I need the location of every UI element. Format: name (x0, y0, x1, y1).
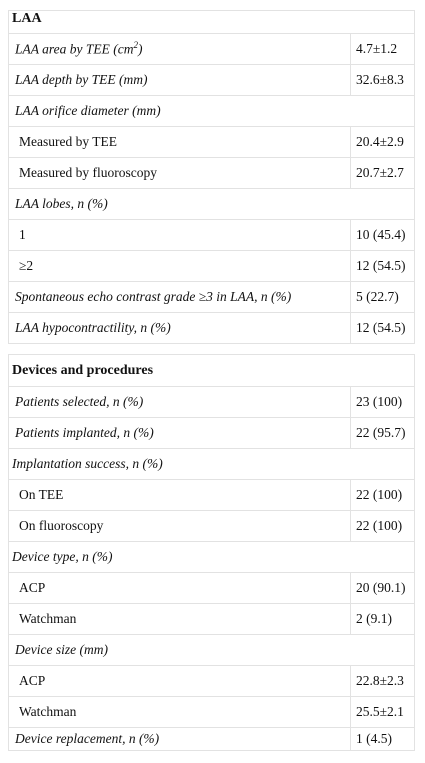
row: LAA depth by TEE (mm) 32.6±8.3 (8, 64, 415, 96)
label-superscript: 2 (133, 40, 138, 51)
row-label: Device size (mm) (8, 634, 415, 666)
row: 1 10 (45.4) (8, 219, 415, 251)
row: Patients implanted, n (%) 22 (95.7) (8, 417, 415, 449)
row: LAA hypocontractility, n (%) 12 (54.5) (8, 312, 415, 344)
row: Implantation success, n (%) (8, 448, 415, 480)
row-value: 1 (4.5) (350, 727, 415, 751)
label-text: LAA area by TEE (cm (15, 41, 134, 57)
row: Spontaneous echo contrast grade ≥3 in LA… (8, 281, 415, 313)
row-label: LAA depth by TEE (mm) (8, 64, 351, 96)
row: LAA lobes, n (%) (8, 188, 415, 220)
section-title: Devices and procedures (8, 354, 415, 387)
row-label: ACP (8, 665, 351, 697)
row-label: On fluoroscopy (8, 510, 351, 542)
row-value: 20.4±2.9 (350, 126, 415, 158)
row-value: 20 (90.1) (350, 572, 415, 604)
row: Watchman 25.5±2.1 (8, 696, 415, 728)
row-label: Watchman (8, 696, 351, 728)
row-label: ≥2 (8, 250, 351, 282)
row-label: Device type, n (%) (8, 541, 415, 573)
row-label: LAA orifice diameter (mm) (8, 95, 415, 127)
row: ACP 20 (90.1) (8, 572, 415, 604)
row-value: 25.5±2.1 (350, 696, 415, 728)
data-table: LAA LAA area by TEE (cm2) 4.7±1.2 LAA dep… (8, 10, 415, 751)
row: ≥2 12 (54.5) (8, 250, 415, 282)
row-value: 22.8±2.3 (350, 665, 415, 697)
row-label: Measured by TEE (8, 126, 351, 158)
row-label: LAA lobes, n (%) (8, 188, 415, 220)
row-label: Device replacement, n (%) (8, 727, 351, 751)
table-body: LAA LAA area by TEE (cm2) 4.7±1.2 LAA dep… (8, 10, 415, 751)
row-value: 2 (9.1) (350, 603, 415, 635)
row: Watchman 2 (9.1) (8, 603, 415, 635)
row-label: On TEE (8, 479, 351, 511)
row: LAA orifice diameter (mm) (8, 95, 415, 127)
row-value: 22 (100) (350, 510, 415, 542)
section-row: LAA (8, 10, 415, 34)
row-value: 22 (95.7) (350, 417, 415, 449)
row-label: Patients implanted, n (%) (8, 417, 351, 449)
row-value: 23 (100) (350, 386, 415, 418)
spacer-cell (8, 343, 415, 355)
row: LAA area by TEE (cm2) 4.7±1.2 (8, 33, 415, 65)
row-value: 4.7±1.2 (350, 33, 415, 65)
row-label: 1 (8, 219, 351, 251)
row-label: Measured by fluoroscopy (8, 157, 351, 189)
row: Device type, n (%) (8, 541, 415, 573)
row: ACP 22.8±2.3 (8, 665, 415, 697)
row-value: 12 (54.5) (350, 312, 415, 344)
row-label: ACP (8, 572, 351, 604)
row: On fluoroscopy 22 (100) (8, 510, 415, 542)
row-value: 32.6±8.3 (350, 64, 415, 96)
row-label: Watchman (8, 603, 351, 635)
row-label: Spontaneous echo contrast grade ≥3 in LA… (8, 281, 351, 313)
row-value: 20.7±2.7 (350, 157, 415, 189)
row: Measured by TEE 20.4±2.9 (8, 126, 415, 158)
row: Measured by fluoroscopy 20.7±2.7 (8, 157, 415, 189)
row-value: 22 (100) (350, 479, 415, 511)
row-value: 10 (45.4) (350, 219, 415, 251)
label-text: ) (137, 41, 143, 57)
row-value: 5 (22.7) (350, 281, 415, 313)
row-label: Patients selected, n (%) (8, 386, 351, 418)
row: Device replacement, n (%) 1 (4.5) (8, 727, 415, 751)
section-title: LAA (8, 10, 415, 34)
row-label: Implantation success, n (%) (8, 448, 415, 480)
row-value: 12 (54.5) (350, 250, 415, 282)
spacer (8, 343, 415, 355)
row-label: LAA area by TEE (cm2) (8, 33, 351, 65)
row: On TEE 22 (100) (8, 479, 415, 511)
row-label: LAA hypocontractility, n (%) (8, 312, 351, 344)
row: Device size (mm) (8, 634, 415, 666)
row: Patients selected, n (%) 23 (100) (8, 386, 415, 418)
section-row: Devices and procedures (8, 354, 415, 387)
